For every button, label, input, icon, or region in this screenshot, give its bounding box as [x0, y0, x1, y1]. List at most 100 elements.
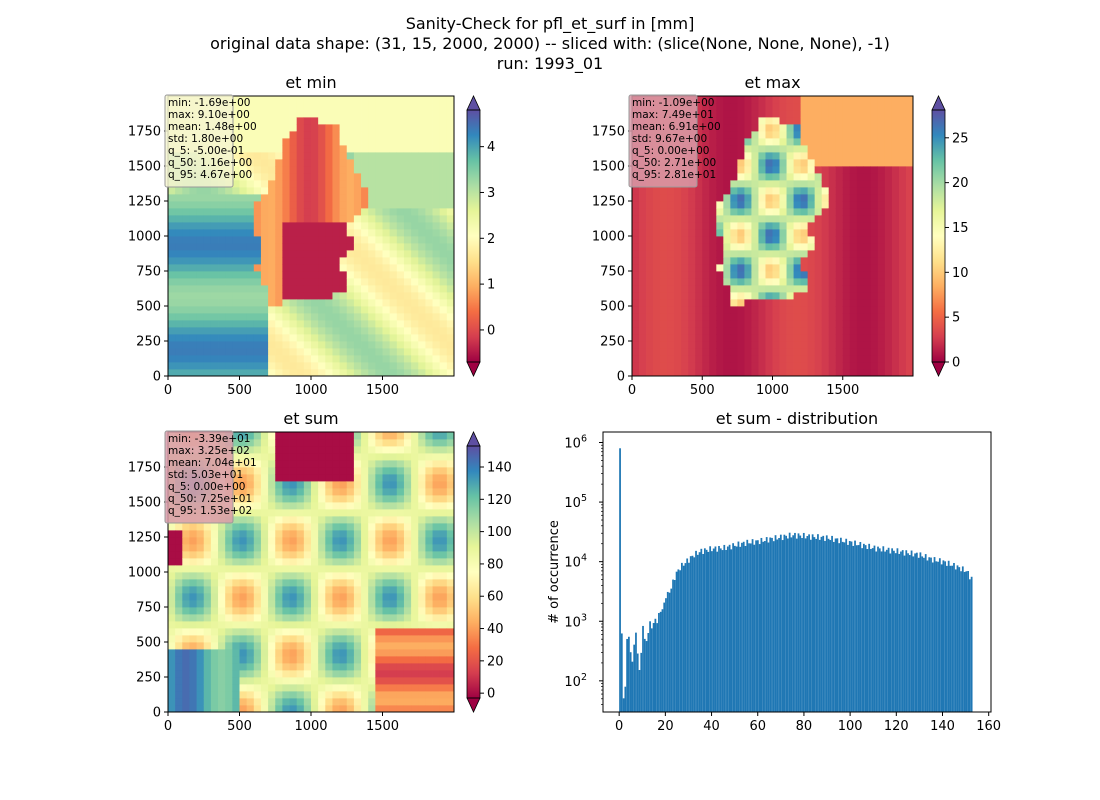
heatmap-cell — [828, 320, 837, 328]
heatmap-cell — [446, 705, 455, 713]
heatmap-cell — [891, 250, 900, 258]
heatmap-cell — [296, 523, 305, 531]
heatmap-cell — [339, 201, 348, 209]
heatmap-cell — [856, 166, 865, 174]
heatmap-cell — [282, 341, 290, 349]
heatmap-cell — [758, 271, 766, 279]
heatmap-cell — [196, 187, 205, 195]
heatmap-cell — [425, 649, 433, 657]
heatmap-cell — [403, 551, 412, 559]
heatmap-cell — [296, 103, 305, 111]
heatmap-cell — [268, 586, 276, 594]
heatmap-cell — [786, 271, 794, 279]
heatmap-cell — [396, 516, 405, 524]
heatmap-cell — [891, 96, 900, 104]
heatmap-cell — [439, 656, 448, 664]
heatmap-cell — [439, 369, 448, 377]
heatmap-cell — [210, 257, 219, 265]
heatmap-cell — [225, 355, 233, 363]
heatmap-cell — [758, 299, 766, 307]
heatmap-cell — [303, 467, 312, 475]
heatmap-cell — [905, 131, 914, 139]
heatmap-cell — [389, 320, 398, 328]
heatmap-cell — [849, 194, 858, 202]
heatmap-cell — [439, 544, 448, 552]
heatmap-cell — [765, 341, 773, 349]
heatmap-cell — [863, 348, 872, 356]
heatmap-cell — [346, 691, 355, 699]
heatmap-cell — [772, 285, 780, 293]
heatmap-cell — [168, 600, 176, 608]
colorbar-tick-label: 2 — [487, 232, 495, 247]
heatmap-cell — [168, 544, 176, 552]
heatmap-cell — [681, 362, 689, 370]
heatmap-cell — [432, 502, 441, 510]
heatmap-cell — [807, 180, 816, 188]
heatmap-cell — [253, 481, 262, 489]
heatmap-cell — [772, 124, 780, 132]
heatmap-cell — [814, 236, 823, 244]
heatmap-cell — [396, 705, 405, 713]
heatmap-cell — [325, 201, 333, 209]
heatmap-cell — [439, 229, 448, 237]
heatmap-cell — [688, 334, 696, 342]
heatmap-cell — [758, 201, 766, 209]
heatmap-cell — [332, 586, 340, 594]
heatmap-cell — [303, 453, 312, 461]
heatmap-cell — [432, 334, 441, 342]
heatmap-cell — [411, 572, 419, 580]
heatmap-cell — [849, 187, 858, 195]
heatmap-cell — [695, 306, 703, 314]
heatmap-cell — [253, 537, 262, 545]
heatmap-cell — [772, 264, 780, 272]
heatmap-cell — [225, 229, 233, 237]
heatmap-cell — [325, 621, 333, 629]
heatmap-cell — [232, 579, 240, 587]
heatmap-cell — [856, 138, 865, 146]
heatmap-cell — [646, 236, 654, 244]
heatmap-cell — [389, 180, 398, 188]
heatmap-cell — [446, 208, 455, 216]
heatmap-cell — [210, 320, 219, 328]
heatmap-cell — [332, 180, 340, 188]
heatmap-cell — [260, 320, 269, 328]
heatmap-cell — [353, 474, 362, 482]
heatmap-cell — [646, 320, 654, 328]
heatmap-cell — [807, 257, 816, 265]
heatmap-cell — [253, 96, 262, 104]
heatmap-cell — [849, 341, 858, 349]
heatmap-cell — [905, 187, 914, 195]
heatmap-cell — [800, 271, 809, 279]
heatmap-cell — [346, 292, 355, 300]
heatmap-cell — [446, 530, 455, 538]
heatmap-cell — [210, 698, 219, 706]
heatmap-cell — [835, 236, 844, 244]
heatmap-cell — [196, 215, 205, 223]
heatmap-cell — [232, 236, 240, 244]
heatmap-cell — [268, 117, 276, 125]
heatmap-cell — [842, 208, 851, 216]
heatmap-cell — [446, 285, 455, 293]
heatmap-cell — [877, 159, 886, 167]
heatmap-cell — [318, 698, 326, 706]
heatmap-cell — [289, 243, 298, 251]
heatmap-cell — [411, 446, 419, 454]
heatmap-cell — [368, 446, 376, 454]
heatmap-cell — [765, 194, 773, 202]
heatmap-cell — [653, 257, 661, 265]
heatmap-cell — [709, 117, 717, 125]
heatmap-cell — [239, 152, 248, 160]
heatmap-cell — [905, 110, 914, 118]
heatmap-cell — [311, 460, 319, 468]
heatmap-cell — [282, 432, 290, 440]
heatmap-cell — [332, 677, 340, 685]
heatmap-cell — [646, 327, 654, 335]
heatmap-cell — [375, 502, 383, 510]
heatmap-cell — [175, 271, 183, 279]
heatmap-cell — [353, 103, 362, 111]
heatmap-cell — [368, 677, 376, 685]
heatmap-cell — [674, 313, 682, 321]
heatmap-cell — [260, 684, 269, 692]
heatmap-cell — [751, 306, 759, 314]
heatmap-cell — [446, 600, 455, 608]
